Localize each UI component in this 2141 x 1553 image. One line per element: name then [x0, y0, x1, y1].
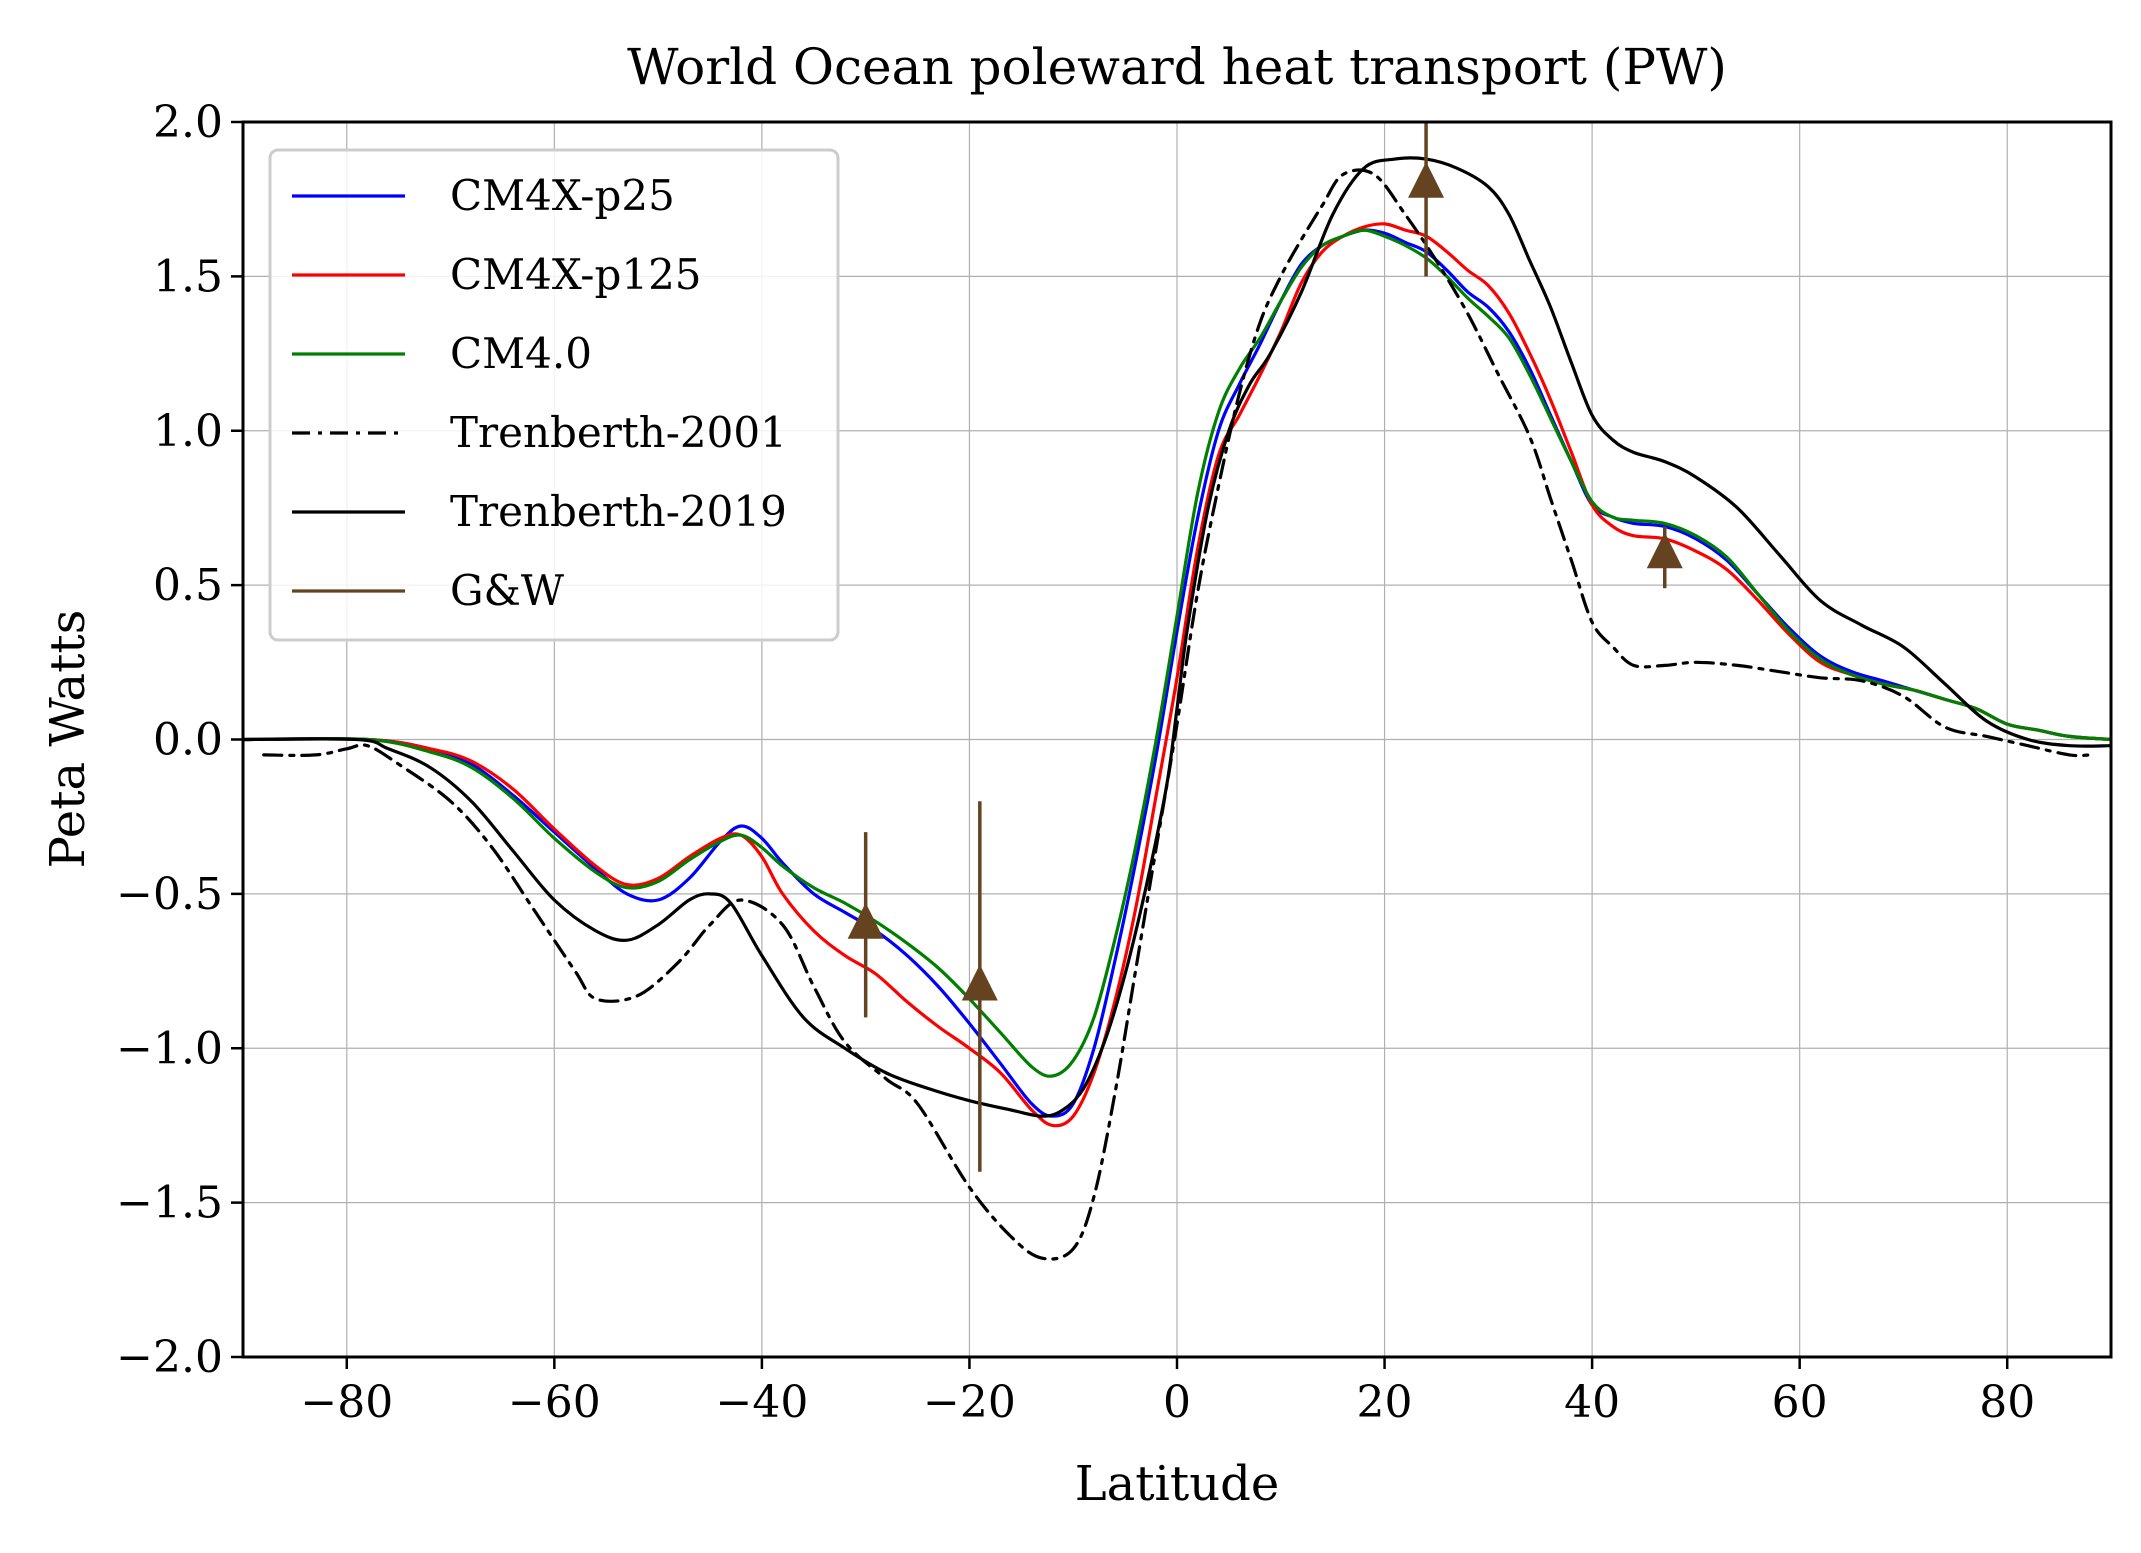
y-tick-label: 0.5 [153, 560, 223, 611]
gw-marker-0 [847, 902, 884, 939]
gw-marker-3 [1646, 532, 1683, 569]
legend-label-cm4-0: CM4.0 [450, 329, 592, 378]
y-axis-title: Peta Watts [40, 610, 96, 869]
series-layer [243, 156, 2111, 1261]
x-tick-label: −80 [300, 1377, 393, 1428]
y-tick-label: −0.5 [116, 869, 223, 920]
x-tick-label: 20 [1357, 1377, 1413, 1428]
x-tick-label: −20 [923, 1377, 1016, 1428]
series-line-trenberth-2019 [243, 156, 2111, 1118]
series-line-trenberth-2001 [262, 168, 2092, 1261]
x-tick-label: 60 [1772, 1377, 1828, 1428]
y-tick-label: −1.0 [116, 1023, 223, 1074]
x-tick-label: −60 [508, 1377, 601, 1428]
legend-label-cm4x-p125: CM4X-p125 [450, 250, 702, 299]
gw-errorbars [847, 122, 1683, 1172]
y-tick-label: 1.5 [153, 251, 223, 302]
x-tick-label: 40 [1564, 1377, 1620, 1428]
y-tick-label: 0.0 [153, 715, 223, 766]
chart-title: World Ocean poleward heat transport (PW) [627, 38, 1727, 96]
gw-marker-1 [961, 964, 998, 1001]
gw-marker-2 [1408, 161, 1445, 198]
legend-label-trenberth-2001: Trenberth-2001 [450, 408, 787, 457]
legend-label-g-w: G&W [450, 566, 565, 615]
legend: CM4X-p25 CM4X-p125 CM4.0 Trenberth-2001 Tren… [268, 148, 840, 642]
y-tick-label: −2.0 [116, 1332, 223, 1383]
y-axis-ticks: −2.0 −1.5 −1.0 −0.5 0.0 0.5 1.0 1.5 2.0 [116, 97, 243, 1383]
y-tick-label: 1.0 [153, 406, 223, 457]
legend-label-cm4x-p25: CM4X-p25 [450, 171, 675, 220]
legend-label-trenberth-2019: Trenberth-2019 [450, 487, 787, 536]
x-tick-label: 80 [1979, 1377, 2035, 1428]
x-tick-label: 0 [1163, 1377, 1191, 1428]
x-axis-ticks: −80 −60 −40 −20 0 20 40 60 80 [300, 1357, 2035, 1428]
x-axis-title: Latitude [1075, 1456, 1279, 1512]
y-tick-label: 2.0 [153, 97, 223, 148]
x-tick-label: −40 [715, 1377, 808, 1428]
y-tick-label: −1.5 [116, 1178, 223, 1229]
legend-box [268, 148, 840, 642]
